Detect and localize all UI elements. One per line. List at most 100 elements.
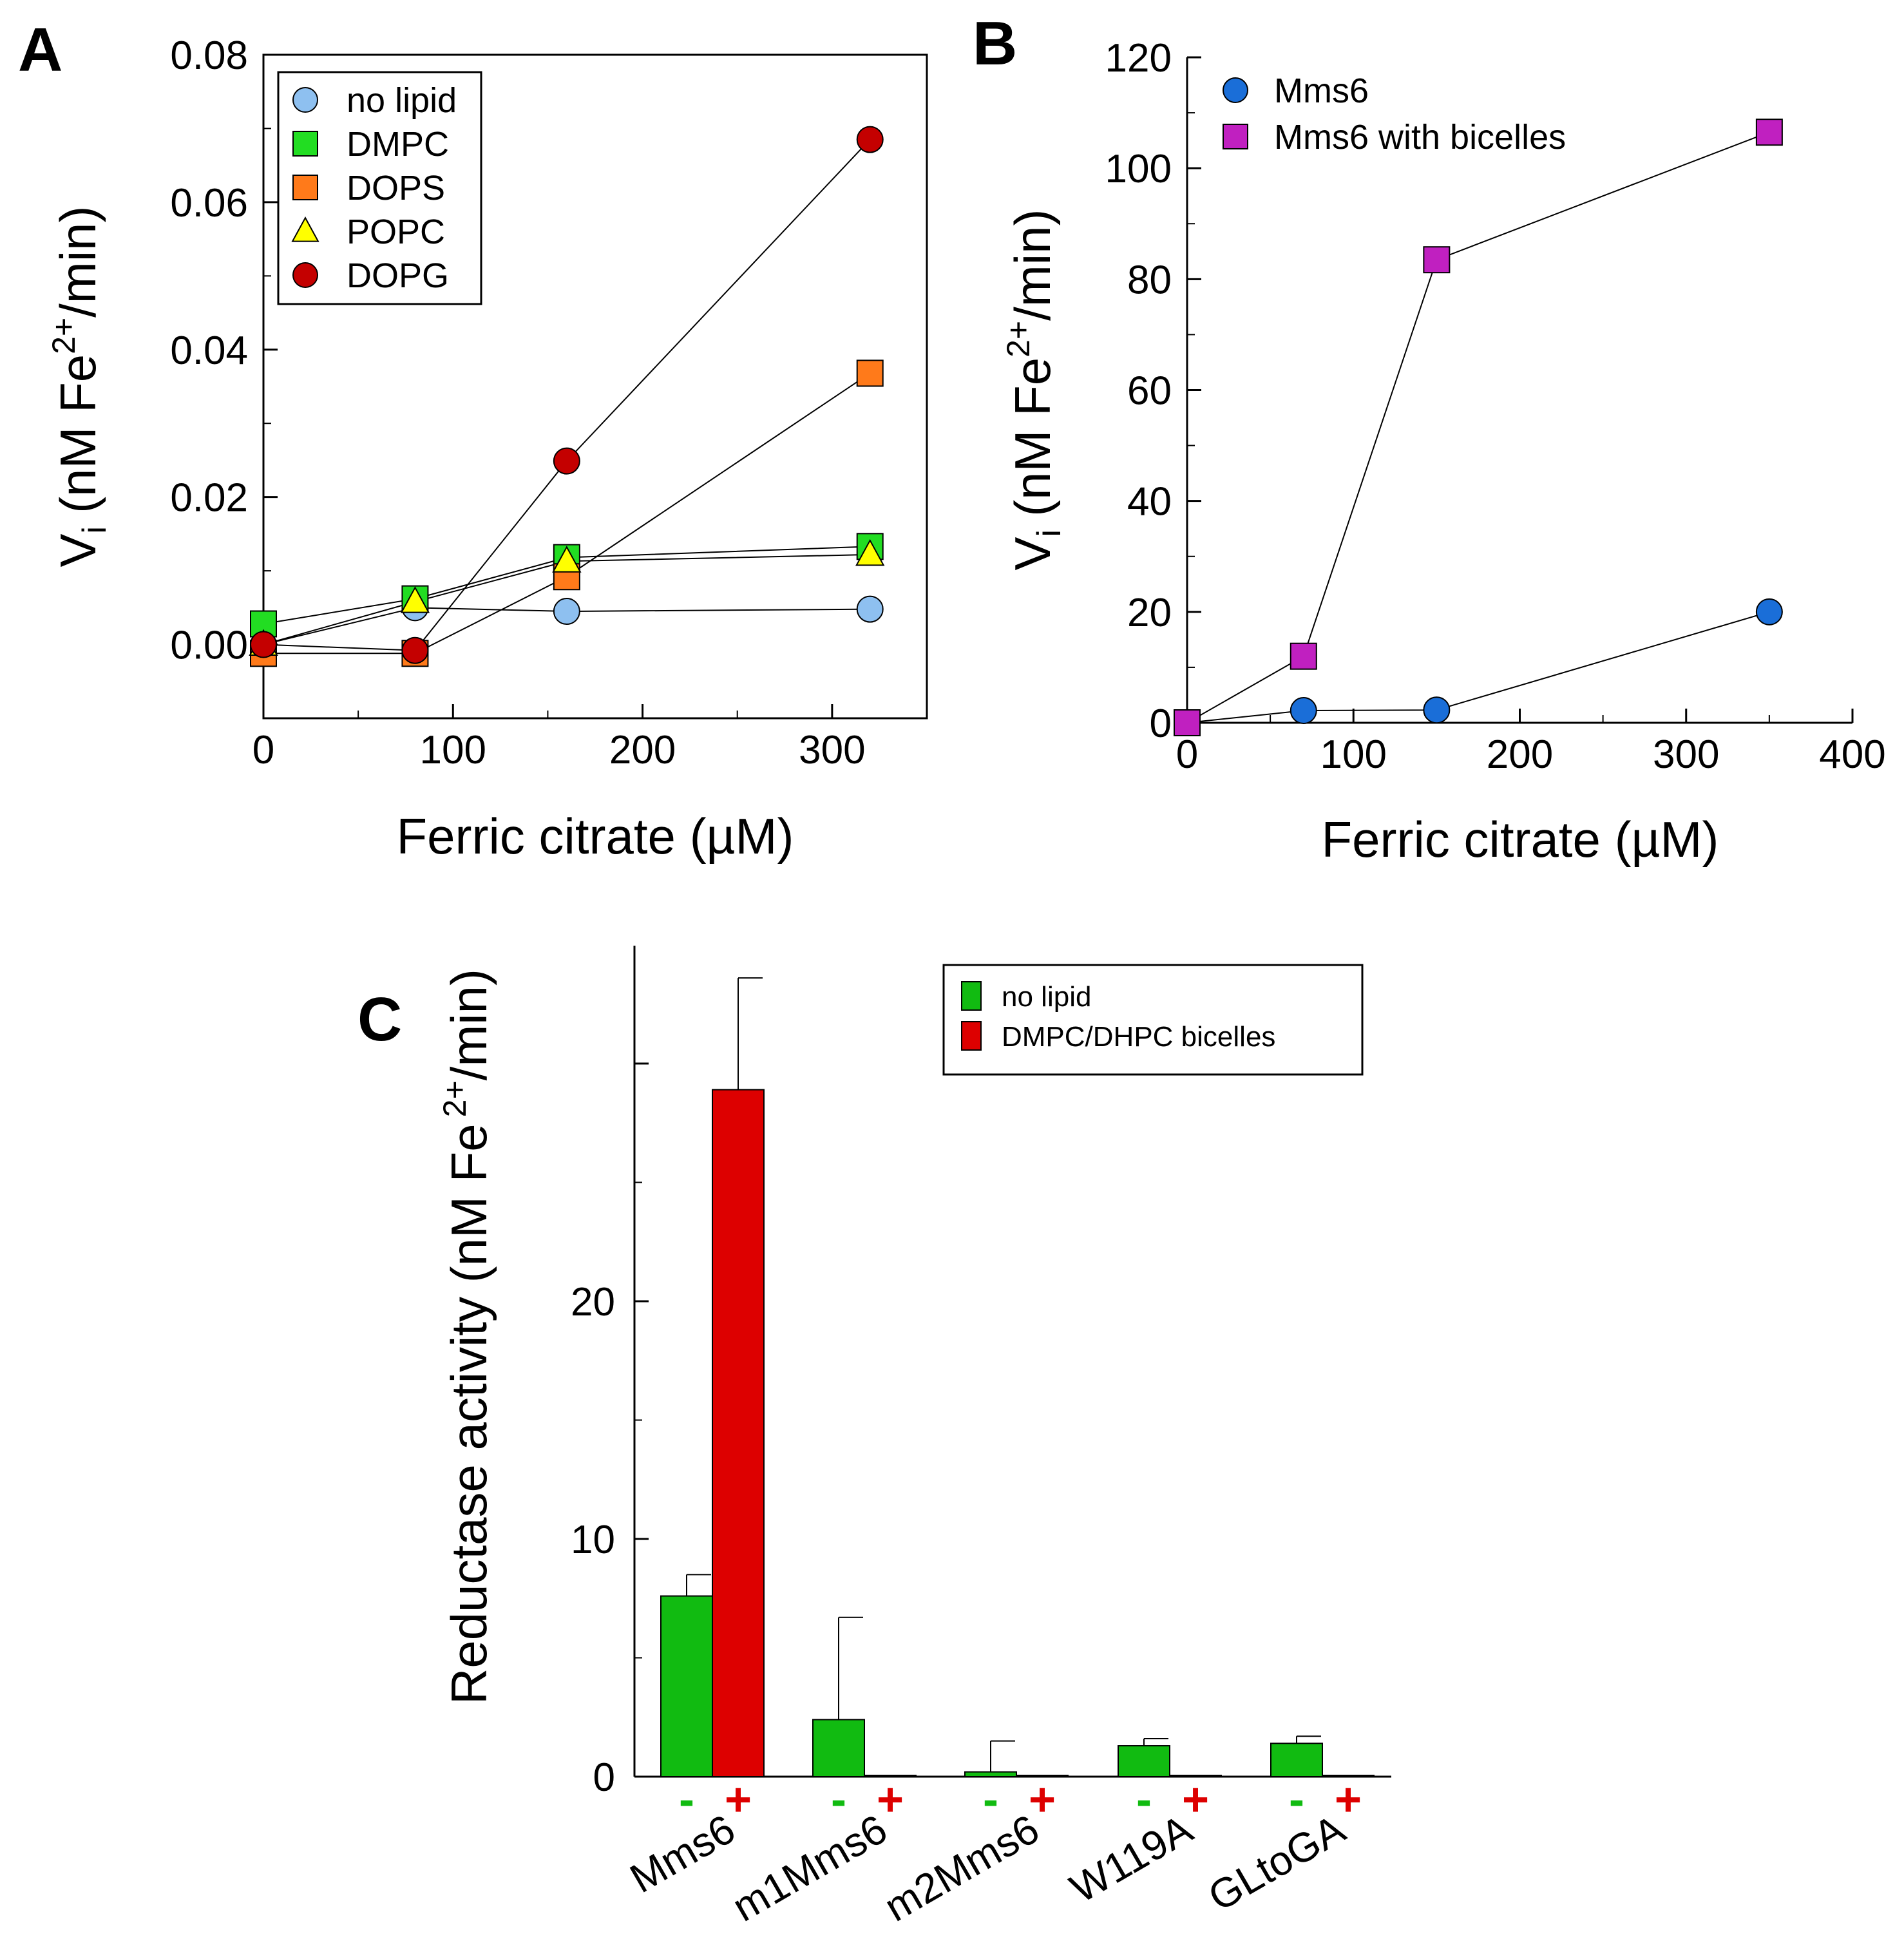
panel-a-y-axis-label: Vi(nM Fe2+/min) [46,206,113,568]
panel-c-bar-mms6-no-lipid [660,1595,713,1778]
panel-b-y-tick-label: 100 [1105,147,1172,191]
panel-c-bar-m2mms6-dmpc-dhpc-bicelles [1016,1775,1069,1777]
panel-c-bar-gltoga-no-lipid [1270,1743,1323,1778]
panel-b-legend-label-mms6: Mms6 [1274,72,1369,110]
panel-a-point-popc [400,586,430,613]
panel-b-point-mms6-with-bicelles [1423,246,1451,274]
panel-label-a: A [18,15,62,84]
panel-a-series-line-dopg [263,138,871,651]
panel-a-legend-label-dops: DOPS [347,169,445,207]
panel-c-bar-m1mms6-no-lipid [812,1719,865,1777]
panel-a-legend-label-popc: POPC [347,213,445,251]
panel-c-plus-marker: + [725,1774,752,1826]
panel-a-point-dopg [553,447,580,475]
panel-a-legend-label-dopg: DOPG [347,256,449,295]
panel-c-plus-marker: + [1182,1774,1209,1826]
panel-label-c: C [357,985,402,1054]
panel-b-x-tick-label: 100 [1320,732,1387,777]
panel-a-legend-label-dmpc: DMPC [347,125,449,164]
panel-a-y-tick-label: 0.08 [170,33,248,78]
panel-a-point-popc [855,539,885,566]
panel-b-point-mms6 [1290,697,1317,725]
panel-c-minus-marker: - [983,1774,998,1826]
panel-b-legend-label-mms6-with-bicelles: Mms6 with bicelles [1274,118,1566,157]
panel-label-b: B [973,9,1017,78]
panel-a-plot-frame [262,53,928,720]
panel-c-y-tick-label: 20 [571,1280,615,1324]
panel-c-plus-marker: + [877,1774,904,1826]
panel-a-legend: no lipid DMPC DOPS POPC DOPG [277,71,482,305]
panel-a-series-line-popc [263,553,870,645]
panel-a-x-tick-label: 300 [799,728,865,772]
panel-a-x-tick-label: 100 [420,728,486,772]
panel-a-point-dopg [856,126,884,153]
panel-b-series-line-mms6 [1186,611,1770,723]
panel-a-x-tick-label: 200 [609,728,676,772]
panel-c-plus-marker: + [1335,1774,1362,1826]
panel-c-category-label-w119a: W119A [1062,1806,1200,1912]
panel-a-legend-marker-dopg [292,262,318,288]
panel-c-legend-label-dmpc-dhpc-bicelles: DMPC/DHPC bicelles [1002,1021,1275,1053]
panel-a-legend-marker-no-lipid [292,87,318,113]
panel-a-y-tick-label: 0.02 [170,476,248,520]
panel-a-point-dopg [250,631,277,658]
panel-a-point-dopg [401,636,429,664]
panel-b-series-line-mms6-with-bicelles [1186,131,1770,723]
panel-c-minus-marker: - [1289,1774,1304,1826]
panel-b-x-tick-label: 400 [1819,732,1885,777]
panel-b-legend-marker-mms6-with-bicelles [1223,124,1248,149]
panel-c-minus-marker: - [1136,1774,1152,1826]
panel-b-point-mms6-with-bicelles [1290,642,1317,670]
panel-c-legend-label-no-lipid: no lipid [1002,981,1091,1013]
panel-c-bar-gltoga-dmpc-dhpc-bicelles [1322,1775,1375,1777]
panel-c-legend: no lipid DMPC/DHPC bicelles [942,964,1364,1076]
panel-c-y-tick-label: 10 [571,1518,615,1562]
panel-a-legend-marker-popc [291,216,319,242]
panel-b-y-tick-label: 60 [1127,369,1172,414]
panel-a-point-popc [552,546,582,573]
panel-b-x-tick-label: 0 [1176,732,1198,777]
panel-c-y-tick-label: 0 [593,1755,615,1800]
panel-b-point-mms6-with-bicelles [1755,119,1783,146]
panel-b-point-mms6-with-bicelles [1174,709,1201,736]
panel-a-y-tick-label: 0.04 [170,329,248,373]
panel-c-bar-w119a-no-lipid [1118,1745,1170,1778]
panel-a-point-no-lipid [856,595,884,623]
panel-a-series-line-dops [263,372,871,654]
panel-b-x-tick-label: 300 [1653,732,1719,777]
panel-b-point-mms6 [1423,696,1451,724]
panel-c-category-label-gltoga: GLtoGA [1201,1806,1353,1920]
panel-a-legend-marker-dops [292,175,318,200]
panel-b-chart: 0 100 200 300 400 0 20 40 60 80 100 120 Ferric citr… [1000,36,1886,868]
panel-a-legend-label-no-lipid: no lipid [347,81,457,120]
panel-a-point-dops [856,359,884,387]
panel-b-point-mms6 [1755,598,1783,625]
panel-b-y-axis-label: Vi(nM Fe2+/min) [1000,209,1068,571]
panel-c-minus-marker: - [679,1774,694,1826]
panel-c-bar-m1mms6-dmpc-dhpc-bicelles [864,1775,917,1777]
panel-b-y-tick-label: 20 [1127,591,1172,635]
panel-b-legend-marker-mms6 [1223,77,1248,103]
panel-a-y-tick-label: 0.06 [170,181,248,225]
panel-b-y-tick-label: 40 [1127,480,1172,524]
panel-c-y-axis-label: Reductase activity (nM Fe2+/min) [437,969,497,1704]
panel-a-y-tick-label: 0.00 [170,624,248,668]
panel-a-x-axis-label: Ferric citrate (µM) [397,808,794,864]
panel-a-chart: 0 100 200 300 0.00 0.02 0.04 0.06 0.08 Ferric ci… [46,33,928,864]
panel-b-x-axis-label: Ferric citrate (µM) [1322,811,1719,868]
panel-c-plus-marker: + [1029,1774,1056,1826]
panel-b-y-tick-label: 0 [1150,702,1172,746]
panel-b-legend: Mms6 Mms6 with bicelles [1223,72,1566,157]
panel-a-point-no-lipid [553,598,580,625]
panel-a-x-tick-label: 0 [252,728,274,772]
panel-c-legend-box [942,964,1364,1076]
panel-a-legend-marker-dmpc [292,131,318,157]
panel-b-y-tick-label: 120 [1105,36,1172,81]
panel-a-series-line-no-lipid [263,607,870,645]
panel-c-legend-swatch-no-lipid [961,981,982,1011]
panel-c-legend-swatch-dmpc-dhpc-bicelles [961,1021,982,1051]
panel-b-x-tick-label: 200 [1487,732,1553,777]
panel-a-series-line-dmpc [263,546,870,625]
